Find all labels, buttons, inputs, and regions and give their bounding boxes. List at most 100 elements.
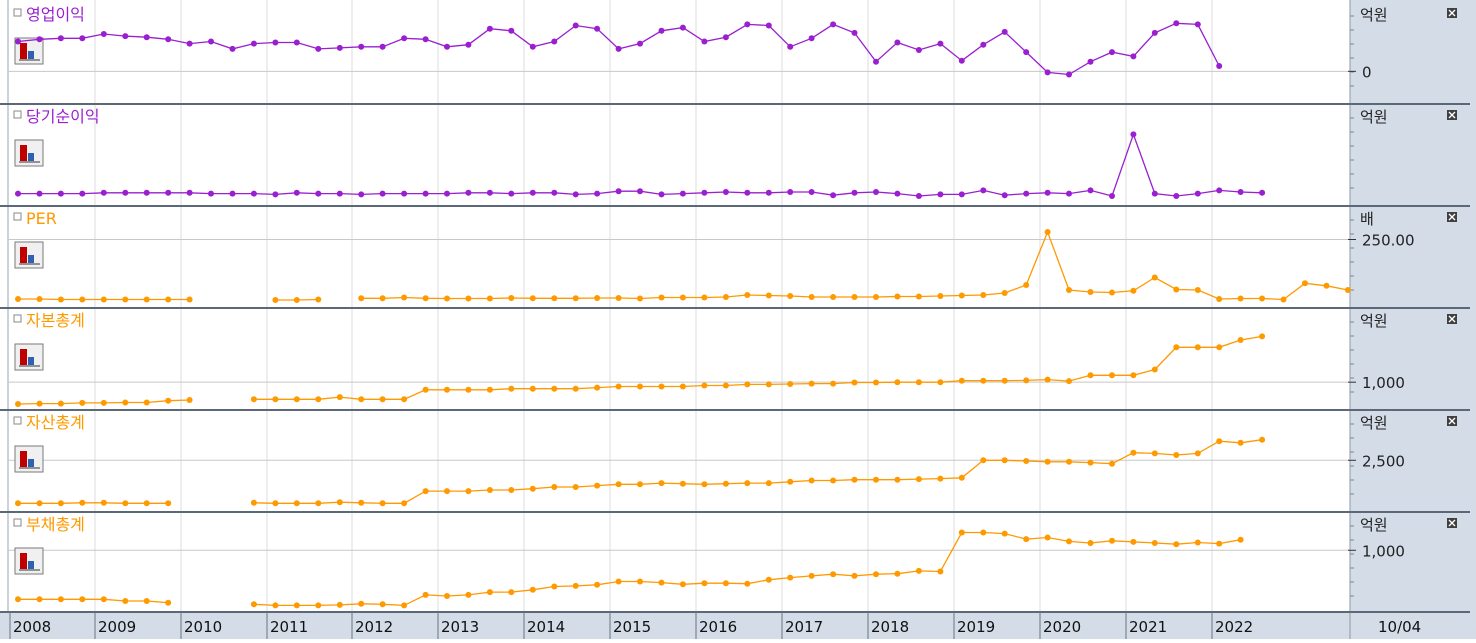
data-point (701, 580, 708, 587)
data-point (315, 396, 322, 403)
data-point (100, 189, 107, 196)
data-point (637, 40, 643, 47)
data-point (873, 476, 879, 483)
data-point (830, 192, 837, 199)
data-point (379, 601, 386, 608)
data-point (208, 190, 214, 197)
data-point (315, 500, 322, 507)
data-point (1151, 190, 1158, 197)
panel-title: PER (26, 209, 57, 228)
data-point (572, 295, 579, 302)
data-point (143, 34, 150, 41)
title-bullet-icon (13, 110, 22, 119)
data-point (1087, 372, 1094, 379)
data-point (1087, 58, 1094, 65)
data-point (851, 189, 858, 196)
data-point (551, 385, 558, 392)
data-point (915, 379, 922, 386)
data-point (722, 382, 729, 389)
data-point (1130, 538, 1137, 545)
data-point (830, 21, 837, 28)
data-point (679, 24, 686, 31)
data-point (787, 381, 794, 387)
data-point (744, 21, 751, 28)
data-point (1087, 459, 1094, 466)
data-point (873, 571, 879, 578)
data-point (701, 481, 708, 488)
data-point (1237, 189, 1244, 195)
data-point (15, 38, 21, 45)
data-point (379, 190, 386, 197)
data-point (122, 189, 129, 196)
data-point (765, 189, 772, 196)
data-point (744, 292, 751, 298)
data-point (894, 570, 901, 577)
data-point (379, 295, 386, 302)
data-point (551, 38, 558, 45)
data-point (980, 292, 987, 298)
data-point (165, 599, 172, 606)
data-point (508, 385, 515, 392)
data-point (915, 567, 922, 574)
data-point (787, 574, 794, 581)
data-point (143, 399, 150, 406)
data-point (1109, 193, 1115, 199)
data-point (1130, 287, 1137, 294)
data-point (1237, 337, 1244, 343)
data-point (36, 400, 43, 407)
data-point (444, 295, 450, 302)
x-axis-tick-label: 2008 (13, 618, 51, 636)
panel-6: 억원 1,000 부채총계 (0, 515, 1470, 613)
data-point (551, 189, 558, 196)
data-point (486, 295, 493, 302)
data-point (1151, 540, 1158, 546)
series-line (18, 502, 169, 504)
data-point (143, 189, 150, 196)
tick-label: 1,000 (1362, 374, 1405, 392)
data-point (744, 480, 751, 487)
data-point (1344, 287, 1351, 293)
data-point (701, 189, 708, 196)
data-point (679, 294, 686, 301)
data-point (293, 396, 300, 403)
data-point (615, 295, 622, 301)
data-point (1173, 286, 1180, 293)
data-point (658, 579, 665, 586)
data-point (293, 189, 300, 196)
data-point (637, 188, 643, 195)
panel-title: 자산총계 (26, 413, 85, 432)
data-point (486, 487, 493, 493)
x-axis-tick-label: 2010 (184, 618, 222, 636)
data-point (336, 190, 343, 197)
data-point (165, 189, 172, 196)
x-axis-tick-label: 2013 (441, 618, 479, 636)
data-point (679, 480, 686, 487)
tick-label: 0 (1362, 63, 1372, 81)
tick-label: 2,500 (1362, 452, 1405, 470)
data-point (1066, 378, 1072, 385)
data-point (1216, 344, 1223, 351)
unit-label: 억원 (1360, 108, 1388, 126)
data-point (1023, 49, 1030, 56)
data-point (1044, 69, 1051, 76)
data-point (143, 598, 150, 604)
unit-label: 배 (1360, 210, 1374, 228)
x-axis-tick-label: 2018 (871, 618, 909, 636)
data-point (529, 385, 536, 392)
data-point (336, 499, 343, 506)
data-point (808, 189, 815, 195)
panel-2: 억원 당기순이익 (0, 107, 1470, 207)
data-point (572, 22, 579, 29)
close-icon-mark (1448, 213, 1456, 221)
data-point (401, 500, 408, 507)
data-point (830, 380, 837, 387)
title-bullet-icon (13, 314, 22, 323)
data-point (465, 591, 472, 598)
data-point (1044, 229, 1051, 235)
data-point (1173, 452, 1180, 458)
data-point (486, 589, 493, 596)
data-point (594, 384, 601, 391)
data-point (1237, 439, 1244, 446)
data-point (272, 39, 279, 46)
data-point (937, 191, 944, 198)
